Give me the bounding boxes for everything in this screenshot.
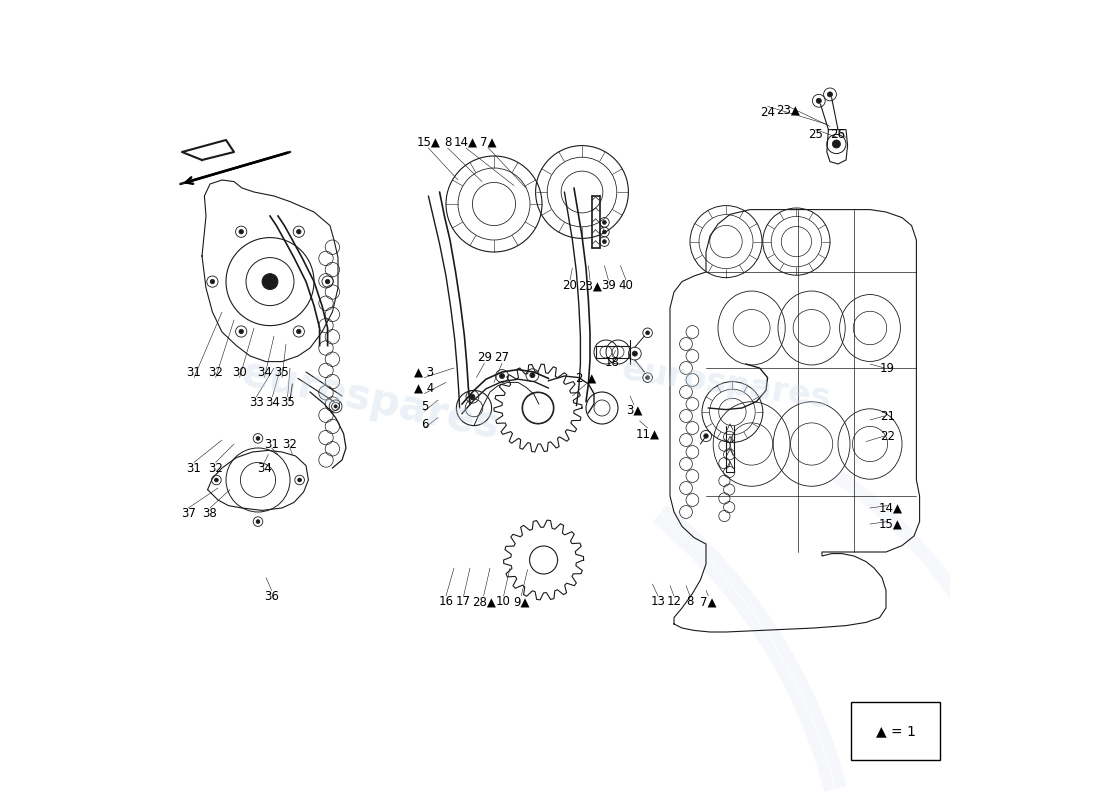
Text: 34: 34	[257, 366, 272, 378]
Text: 23▲: 23▲	[777, 104, 801, 117]
Text: 38: 38	[202, 507, 218, 520]
Text: 21: 21	[880, 410, 895, 422]
Text: 32: 32	[283, 438, 297, 450]
Text: 17: 17	[456, 595, 471, 608]
Text: 40: 40	[618, 279, 634, 292]
Circle shape	[214, 478, 218, 482]
Text: 31: 31	[187, 462, 201, 474]
Text: 37: 37	[182, 507, 196, 520]
Text: 29: 29	[477, 351, 492, 364]
Circle shape	[632, 351, 637, 356]
Text: eurospares: eurospares	[236, 352, 503, 448]
Circle shape	[603, 240, 606, 243]
Circle shape	[256, 520, 260, 523]
Text: 34: 34	[257, 462, 272, 474]
Circle shape	[530, 373, 535, 378]
Text: 19: 19	[880, 362, 895, 374]
Circle shape	[239, 230, 243, 234]
Text: 11▲: 11▲	[636, 427, 660, 440]
Circle shape	[256, 437, 260, 440]
Circle shape	[334, 405, 338, 408]
Text: 3▲: 3▲	[626, 404, 642, 417]
Text: 8: 8	[686, 595, 694, 608]
Text: eurospares: eurospares	[619, 353, 833, 415]
Text: 26: 26	[830, 128, 846, 141]
Text: 15▲: 15▲	[417, 136, 440, 149]
Text: 33: 33	[249, 396, 264, 409]
Text: 14▲: 14▲	[454, 136, 478, 149]
Circle shape	[704, 434, 708, 438]
Text: 34: 34	[265, 396, 279, 409]
Circle shape	[297, 230, 301, 234]
Text: 6: 6	[420, 418, 428, 430]
Text: 24: 24	[760, 106, 775, 118]
Circle shape	[262, 274, 278, 290]
Text: 31: 31	[264, 438, 279, 450]
Circle shape	[646, 331, 649, 334]
Text: ▲ = 1: ▲ = 1	[876, 724, 915, 738]
Text: 15▲: 15▲	[879, 518, 903, 530]
Circle shape	[326, 279, 330, 284]
Text: 36: 36	[264, 590, 279, 602]
Text: 2 ▲: 2 ▲	[576, 372, 596, 385]
Circle shape	[646, 376, 649, 379]
Circle shape	[816, 98, 822, 103]
Text: 35: 35	[275, 366, 289, 378]
Circle shape	[470, 394, 475, 399]
Text: 22: 22	[880, 430, 895, 442]
Text: 16: 16	[439, 595, 453, 608]
Circle shape	[297, 330, 301, 334]
Text: 13: 13	[650, 595, 666, 608]
Text: 39: 39	[601, 279, 616, 292]
Text: ▲ 3: ▲ 3	[415, 366, 434, 378]
Circle shape	[603, 221, 606, 224]
Text: 25: 25	[808, 128, 823, 141]
Text: 9▲: 9▲	[513, 595, 529, 608]
FancyBboxPatch shape	[850, 702, 940, 760]
Circle shape	[239, 330, 243, 334]
Text: 12: 12	[667, 595, 682, 608]
Text: 35: 35	[280, 396, 295, 409]
Circle shape	[827, 92, 833, 97]
Text: 23▲: 23▲	[579, 279, 602, 292]
Text: 32: 32	[208, 462, 223, 474]
Text: 8: 8	[444, 136, 451, 149]
Text: 18: 18	[605, 356, 619, 369]
Circle shape	[298, 478, 301, 482]
Circle shape	[603, 230, 606, 234]
Text: 5: 5	[420, 400, 428, 413]
Text: ▲ 4: ▲ 4	[415, 382, 434, 394]
Text: 31: 31	[187, 366, 201, 378]
Text: 7▲: 7▲	[700, 595, 717, 608]
Text: 32: 32	[208, 366, 223, 378]
Text: 20: 20	[562, 279, 578, 292]
Circle shape	[499, 374, 505, 378]
Text: 30: 30	[232, 366, 248, 378]
Text: 7▲: 7▲	[480, 136, 496, 149]
Text: 14▲: 14▲	[879, 502, 903, 514]
Circle shape	[210, 279, 214, 284]
Text: 10: 10	[496, 595, 512, 608]
Circle shape	[833, 140, 840, 148]
Text: 27: 27	[495, 351, 509, 364]
Text: 28▲: 28▲	[472, 595, 495, 608]
